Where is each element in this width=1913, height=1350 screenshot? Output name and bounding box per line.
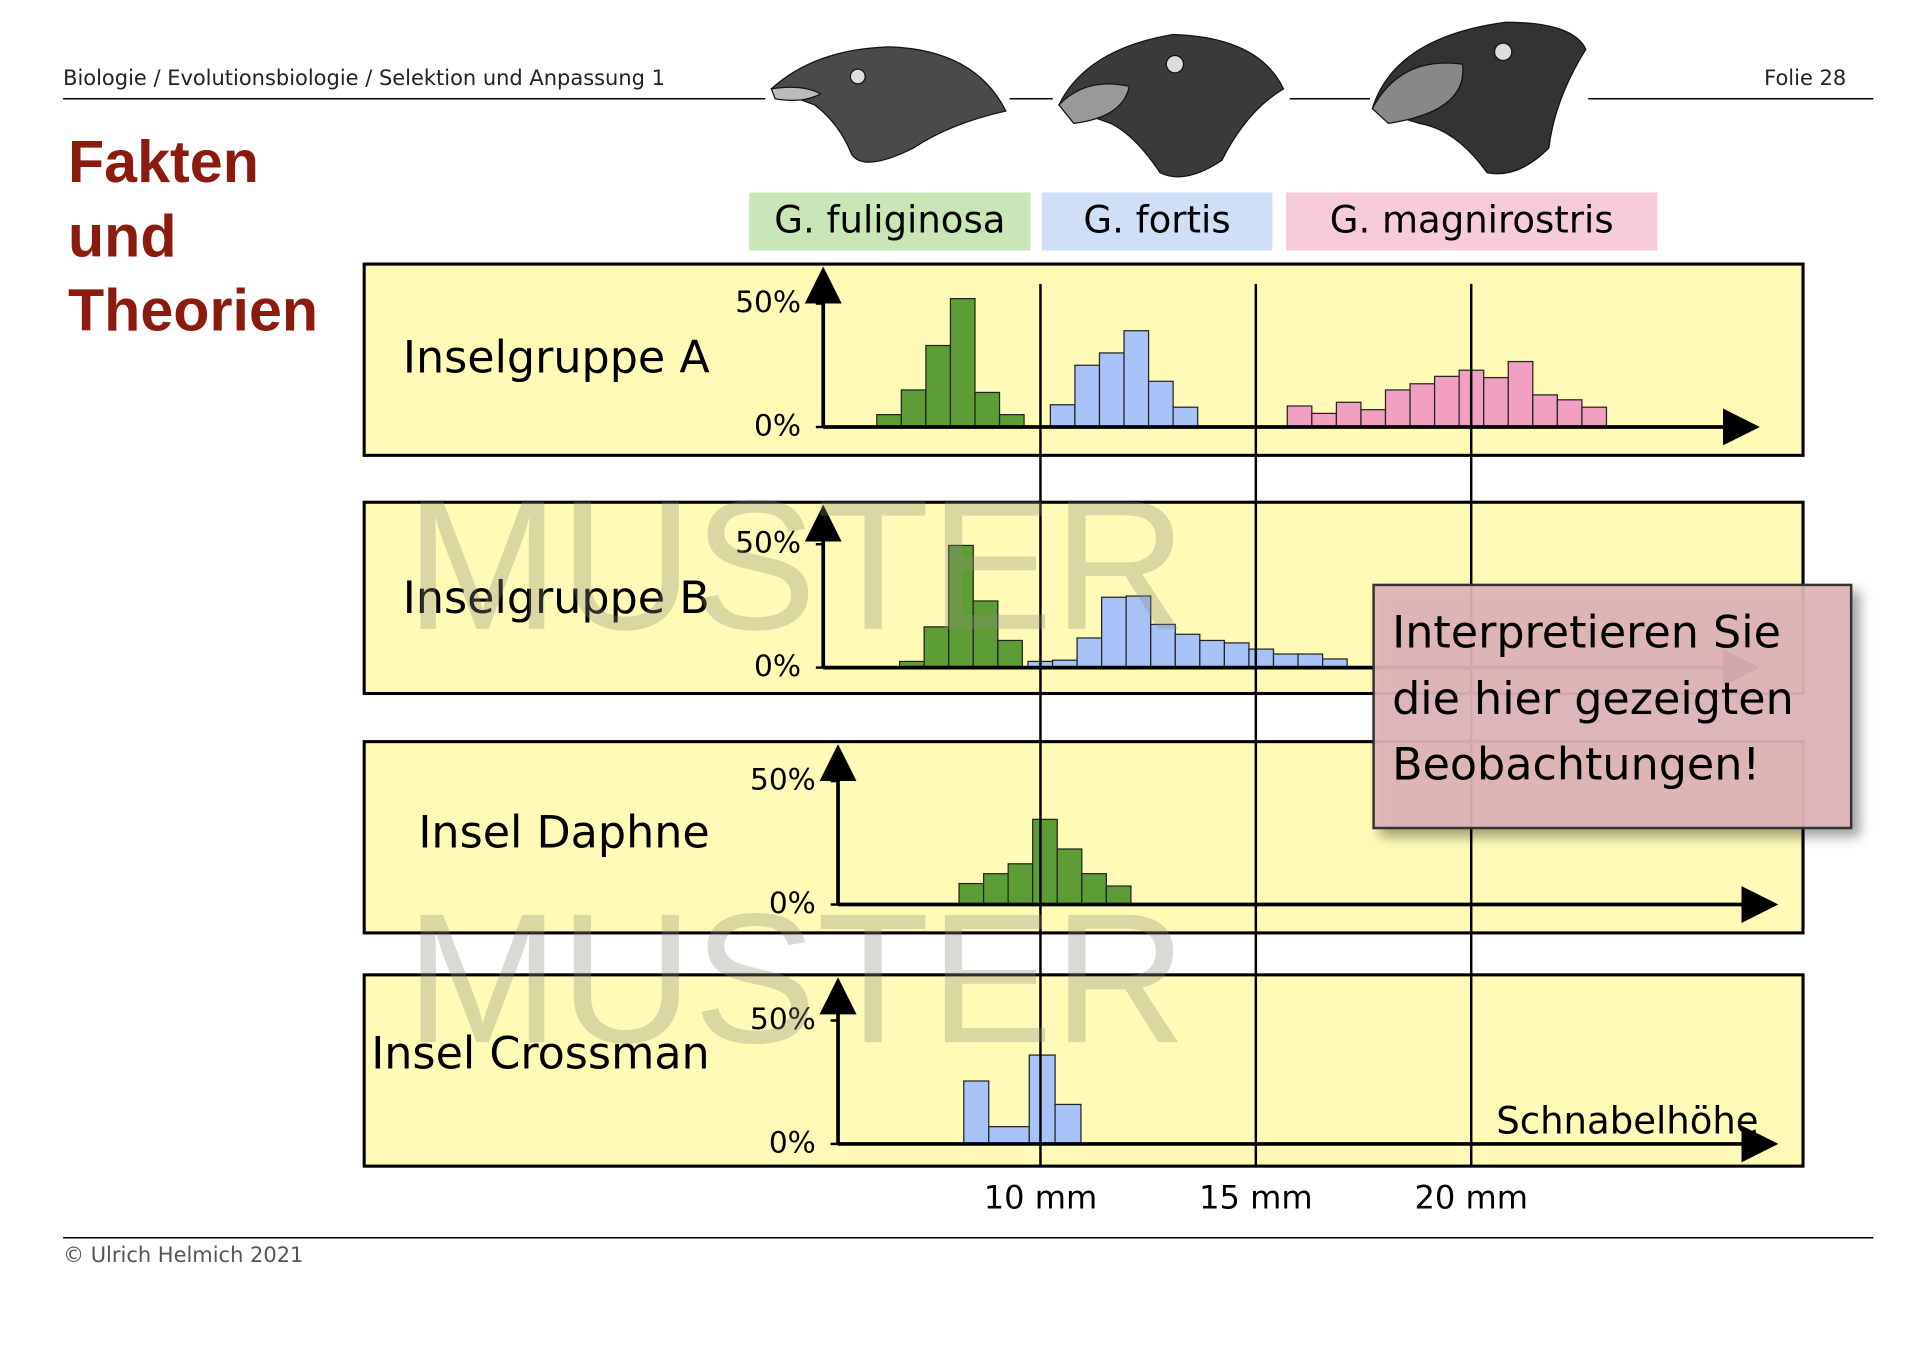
callout-text: die hier gezeigten <box>1392 674 1794 725</box>
y-tick-label: 50% <box>750 763 816 797</box>
y-tick-label: 0% <box>754 649 801 683</box>
histogram-bar <box>1297 653 1324 669</box>
overlay: MUSTER MUSTER Interpretieren Sie die hier g… <box>405 462 1853 1082</box>
x-tick-label: 15 mm <box>1199 1178 1313 1216</box>
slide-number: Folie 28 <box>1764 66 1846 90</box>
histogram-bar <box>1007 863 1034 906</box>
histogram-bar <box>1199 639 1226 669</box>
footer: © Ulrich Helmich 2021 <box>63 1243 303 1267</box>
histogram-bar <box>1028 1054 1056 1145</box>
histogram-bar <box>997 639 1023 669</box>
breadcrumb: Biologie / Evolutionsbiologie / Selektio… <box>63 66 665 90</box>
legend-label: G. magnirostris <box>1330 199 1614 242</box>
histogram-bar <box>988 1126 1030 1145</box>
y-tick-label: 50% <box>735 526 801 560</box>
y-tick-label: 0% <box>769 1125 816 1159</box>
histogram-bar <box>1384 389 1411 428</box>
histogram-bar <box>1101 596 1127 669</box>
histogram-bar <box>1556 399 1583 428</box>
x-axis-label: Schnabelhöhe <box>1496 1099 1758 1142</box>
histogram-bar <box>1311 412 1337 428</box>
histogram-bar <box>1483 376 1509 428</box>
watermark: MUSTER <box>405 462 1186 669</box>
histogram-bar <box>1147 380 1174 428</box>
legend-swatch <box>1041 192 1273 251</box>
histogram-bar <box>1076 637 1103 669</box>
callout-text: Interpretieren Sie <box>1392 608 1781 659</box>
y-tick-label: 50% <box>750 1002 816 1036</box>
legend-swatch <box>1285 192 1658 251</box>
histogram-bar <box>1433 375 1460 428</box>
histogram-bar <box>925 344 952 428</box>
panel-title: Insel Crossman <box>371 1028 709 1079</box>
histogram-bar <box>1272 653 1299 669</box>
callout-box <box>1372 583 1853 830</box>
histogram-bar <box>1581 406 1608 428</box>
histogram-bar <box>1335 401 1362 428</box>
histogram-bar <box>1074 364 1101 428</box>
histogram-bar <box>1123 330 1150 428</box>
histogram-bar <box>1054 1103 1082 1145</box>
slide-layout <box>63 21 1874 1239</box>
panel-title: Insel Daphne <box>418 807 709 858</box>
histogram-bar <box>963 1080 990 1145</box>
finch-head <box>1058 33 1285 178</box>
title-line: und <box>68 202 177 269</box>
x-tick-label: 10 mm <box>984 1178 1098 1216</box>
y-tick-label: 0% <box>754 408 801 442</box>
histogram-bar <box>1409 383 1436 428</box>
histogram-bar <box>1223 642 1250 669</box>
histogram-bar <box>1286 405 1313 428</box>
legend-label: G. fuliginosa <box>774 199 1005 242</box>
histogram-bar <box>972 600 999 669</box>
panel-title: Inselgruppe A <box>403 332 710 383</box>
histogram-bar <box>1056 848 1083 906</box>
histogram-bar <box>1098 352 1125 428</box>
y-tick-label: 0% <box>769 886 816 920</box>
x-tick-label: 20 mm <box>1414 1178 1528 1216</box>
histogram-bar <box>1174 633 1201 669</box>
panel-title: Inselgruppe B <box>403 573 710 624</box>
histogram-bar <box>1507 360 1534 428</box>
watermark: MUSTER <box>405 875 1186 1082</box>
title-line: Fakten <box>68 128 259 195</box>
legend-swatch <box>749 192 1031 251</box>
histogram-bar <box>1248 648 1275 669</box>
finch-head <box>1371 21 1587 175</box>
histogram-bar <box>949 298 976 428</box>
histogram-bar <box>900 389 927 428</box>
title-line: Theorien <box>68 276 318 343</box>
histogram-bar <box>1081 873 1107 906</box>
panel <box>362 973 1805 1168</box>
finch-head <box>770 46 1007 163</box>
callout-text: Beobachtungen! <box>1392 740 1760 791</box>
histogram-bar <box>974 391 1001 428</box>
histogram-bar <box>1360 409 1387 428</box>
legend-label: G. fortis <box>1083 199 1230 242</box>
histogram-bar <box>1172 406 1199 428</box>
y-tick-label: 50% <box>735 285 801 319</box>
histogram-bar <box>1532 394 1558 428</box>
histogram-bar <box>1150 623 1176 669</box>
histogram-bar <box>1049 404 1076 428</box>
